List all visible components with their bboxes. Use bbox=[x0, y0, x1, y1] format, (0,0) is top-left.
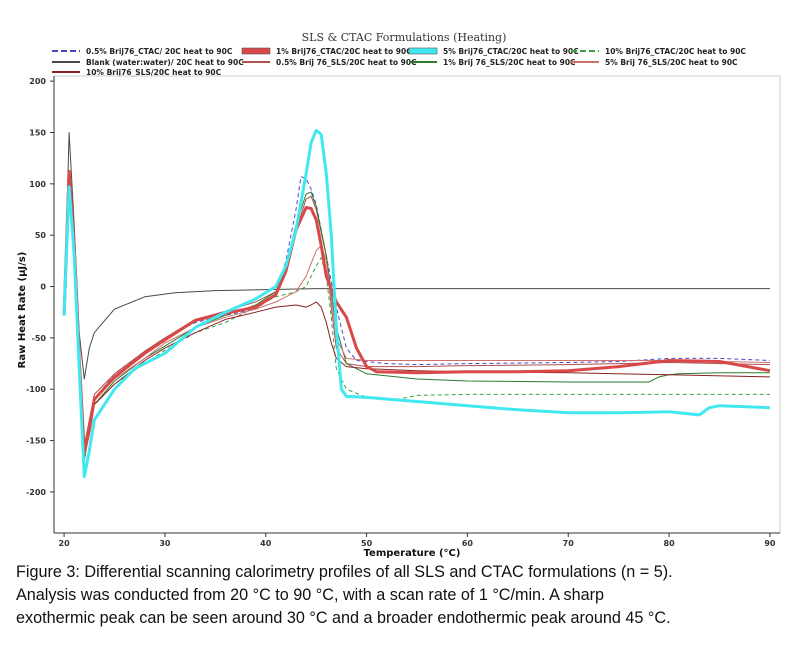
caption-line-3: exothermic peak can be seen around 30 °C… bbox=[16, 609, 671, 627]
series-line-2 bbox=[62, 170, 771, 455]
y-tick-label: 200 bbox=[29, 77, 46, 86]
legend-label: 10% Brij76_CTAC/20C heat to 90C bbox=[605, 47, 746, 56]
legend-item-9: 10% Brij76_SLS/20C heat to 90C bbox=[52, 68, 222, 77]
x-tick-label: 50 bbox=[361, 539, 373, 548]
caption-line-2: Analysis was conducted from 20 °C to 90 … bbox=[16, 586, 605, 604]
caption-line-1: Figure 3: Differential scanning calorime… bbox=[16, 563, 673, 581]
legend-item-3: 5% Brij76_CTAC/20C heat to 90C bbox=[408, 47, 579, 56]
y-axis-title: Raw Heat Rate (µJ/s) bbox=[17, 252, 28, 369]
legend-item-7: 1% Brij 76_SLS/20C heat to 90C bbox=[409, 58, 576, 67]
series-line-6 bbox=[63, 178, 770, 447]
legend-label: 5% Brij76_CTAC/20C heat to 90C bbox=[443, 47, 579, 56]
y-tick-label: 0 bbox=[40, 283, 46, 292]
x-tick-label: 60 bbox=[462, 539, 474, 548]
y-tick-label: -200 bbox=[26, 488, 46, 497]
plot-area-frame bbox=[53, 75, 781, 534]
legend-label: 1% Brij 76_SLS/20C heat to 90C bbox=[443, 58, 576, 67]
y-tick-label: -100 bbox=[26, 385, 46, 394]
y-tick-label: -150 bbox=[26, 437, 46, 446]
series-line-3 bbox=[62, 128, 770, 478]
legend-label: 0.5% Brij76_CTAC/ 20C heat to 90C bbox=[86, 47, 233, 56]
x-tick-label: 20 bbox=[59, 539, 71, 548]
series-line-7 bbox=[63, 185, 770, 462]
legend-item-1: 0.5% Brij76_CTAC/ 20C heat to 90C bbox=[52, 47, 233, 56]
series-line-8 bbox=[63, 183, 770, 450]
legend-item-6: 0.5% Brij 76_SLS/20C heat to 90C bbox=[242, 58, 417, 67]
y-tick-label: -50 bbox=[32, 334, 47, 343]
x-tick-label: 80 bbox=[664, 539, 676, 548]
legend-swatch bbox=[408, 47, 438, 55]
chart-title: SLS & CTAC Formulations (Heating) bbox=[302, 31, 507, 44]
legend-item-8: 5% Brij 76_SLS/20C heat to 90C bbox=[571, 58, 738, 67]
legend-label: 5% Brij 76_SLS/20C heat to 90C bbox=[605, 58, 738, 67]
y-tick-label: 100 bbox=[29, 180, 46, 189]
legend-item-2: 1% Brij76_CTAC/20C heat to 90C bbox=[241, 47, 412, 56]
x-tick-label: 30 bbox=[159, 539, 171, 548]
legend-item-4: 10% Brij76_CTAC/20C heat to 90C bbox=[571, 47, 746, 56]
x-tick-label: 40 bbox=[260, 539, 272, 548]
figure-caption: Figure 3: Differential scanning calorime… bbox=[16, 561, 786, 630]
chart-legend: 0.5% Brij76_CTAC/ 20C heat to 90C 1% Brij… bbox=[52, 47, 746, 77]
dsc-figure: SLS & CTAC Formulations (Heating) 0.5% B… bbox=[17, 31, 781, 559]
series-line-9 bbox=[63, 188, 770, 457]
x-tick-label: 90 bbox=[764, 539, 776, 548]
series-line-5 bbox=[63, 132, 770, 380]
legend-label: 10% Brij76_SLS/20C heat to 90C bbox=[86, 68, 222, 77]
legend-label: Blank (water:water)/ 20C heat to 90C bbox=[86, 58, 244, 67]
dsc-chart: SLS & CTAC Formulations (Heating) 0.5% B… bbox=[17, 31, 781, 559]
x-tick-label: 70 bbox=[563, 539, 575, 548]
legend-item-5: Blank (water:water)/ 20C heat to 90C bbox=[52, 58, 244, 67]
series-line-1 bbox=[63, 176, 770, 457]
legend-swatch bbox=[241, 47, 271, 55]
y-tick-label: 150 bbox=[29, 128, 46, 137]
series-layer bbox=[62, 128, 771, 478]
legend-label: 0.5% Brij 76_SLS/20C heat to 90C bbox=[276, 58, 417, 67]
y-tick-label: 50 bbox=[35, 231, 47, 240]
chart-axes: 200 150 100 50 0 -50 -100 -150 -200 20 30 40 50 60 70 8… bbox=[26, 76, 780, 548]
legend-label: 1% Brij76_CTAC/20C heat to 90C bbox=[276, 47, 412, 56]
x-axis-title: Temperature (°C) bbox=[364, 548, 461, 559]
